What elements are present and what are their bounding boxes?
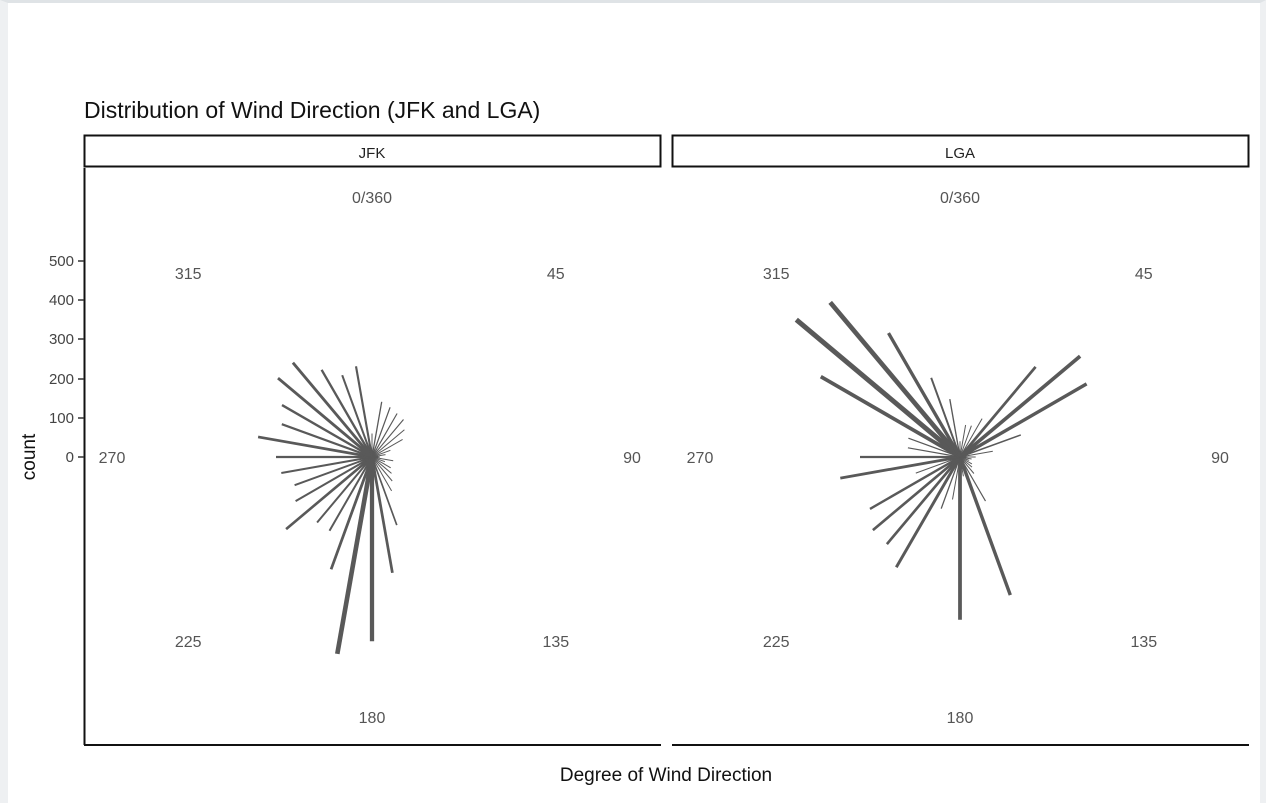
facet-strip-lga [671, 134, 1250, 168]
wind-bar-120 [371, 456, 391, 469]
angle-label: 45 [547, 266, 565, 283]
wind-bar-40 [958, 366, 1037, 458]
wind-bar-10 [371, 401, 383, 458]
wind-bar-210 [328, 456, 373, 532]
angle-label: 135 [1130, 634, 1157, 651]
wind-bar-160 [958, 456, 1012, 596]
wind-bar-30 [371, 413, 398, 458]
wind-bar-80 [959, 450, 993, 458]
angle-label: 90 [623, 450, 641, 467]
wind-bar-260 [840, 455, 961, 480]
y-tick-label: 100 [49, 410, 74, 427]
angle-label: 270 [687, 450, 714, 467]
angle-label: 0/360 [940, 190, 980, 207]
wind-bar-220 [316, 456, 373, 524]
wind-bar-150 [371, 456, 393, 492]
facet-strip-jfk [83, 134, 662, 168]
wind-bar-10 [959, 424, 967, 458]
facet-label-lga: LGA [945, 145, 975, 162]
wind-bar-190 [952, 456, 961, 500]
facet-label-jfk: JFK [359, 145, 386, 162]
wind-bar-200 [329, 456, 374, 570]
angle-label: 90 [1211, 450, 1229, 467]
y-tick-label: 400 [49, 292, 74, 309]
wind-bar-300 [281, 404, 373, 459]
panel-jfk-bars: 0/360 45 90 135 180 225 270 315 [99, 190, 641, 727]
wind-bar-100 [371, 456, 394, 462]
angle-label: 225 [175, 634, 202, 651]
y-tick-label: 500 [49, 253, 74, 270]
wind-bar-310 [277, 377, 373, 459]
wind-bar-280 [907, 447, 961, 458]
wind-bar-260 [281, 455, 373, 475]
wind-bar-50 [371, 429, 405, 458]
y-tick-label: 300 [49, 331, 74, 348]
wind-bar-50 [958, 354, 1082, 459]
wind-bar-320 [828, 300, 962, 459]
wind-bar-330 [320, 369, 374, 458]
wind-bar-190 [335, 456, 375, 655]
wind-bar-230 [285, 456, 373, 531]
angle-label: 180 [359, 710, 386, 727]
wind-bar-300 [819, 374, 961, 459]
wind-bar-250 [294, 456, 373, 487]
angle-label: 225 [763, 634, 790, 651]
wind-bar-240 [295, 456, 373, 502]
wind-bar-340 [341, 374, 373, 458]
angle-label: 270 [99, 450, 126, 467]
wind-bar-160 [371, 456, 398, 526]
wind-bar-20 [959, 425, 972, 458]
wind-bar-340 [930, 377, 961, 458]
wind-bar-60 [371, 438, 403, 458]
wind-bar-220 [885, 456, 962, 545]
chart-title: Distribution of Wind Direction (JFK and … [84, 97, 540, 123]
wind-bar-20 [371, 407, 391, 458]
wind-bar-280 [257, 435, 373, 459]
wind-bar-290 [281, 423, 373, 459]
angle-label: 315 [175, 266, 202, 283]
angle-label: 45 [1135, 266, 1153, 283]
wind-bar-350 [949, 398, 961, 458]
chart-marks: 0/360 45 90 135 180 225 270 315 0/360 45 90 135 180 2… [99, 190, 1229, 727]
x-axis-label: Degree of Wind Direction [560, 765, 772, 786]
angle-label: 315 [763, 266, 790, 283]
angle-label: 180 [947, 710, 974, 727]
wind-bar-130 [371, 456, 392, 474]
wind-bar-140 [371, 456, 393, 482]
wind-bar-40 [371, 419, 404, 458]
panel-lga-bars: 0/360 45 90 135 180 225 270 315 [687, 190, 1229, 727]
y-tick-label: 200 [49, 371, 74, 388]
wind-bar-240 [869, 455, 961, 510]
wind-bar-210 [895, 456, 962, 569]
angle-label: 0/360 [352, 190, 392, 207]
y-axis-label: count [19, 433, 40, 480]
wind-bar-320 [291, 361, 374, 458]
wind-bar-60 [959, 382, 1088, 459]
angle-label: 135 [542, 634, 569, 651]
wind-bar-170 [370, 456, 394, 574]
wind-bar-200 [940, 456, 961, 509]
wind-bar-70 [371, 449, 391, 458]
wind-bar-350 [354, 366, 374, 458]
y-tick-label: 0 [66, 449, 74, 466]
y-axis-ticks: 0 100 200 300 400 500 [49, 253, 84, 466]
wind-bar-310 [794, 317, 962, 459]
wind-bar-70 [959, 434, 1022, 458]
wind-bar-330 [887, 332, 962, 458]
wind-bar-230 [872, 455, 961, 532]
